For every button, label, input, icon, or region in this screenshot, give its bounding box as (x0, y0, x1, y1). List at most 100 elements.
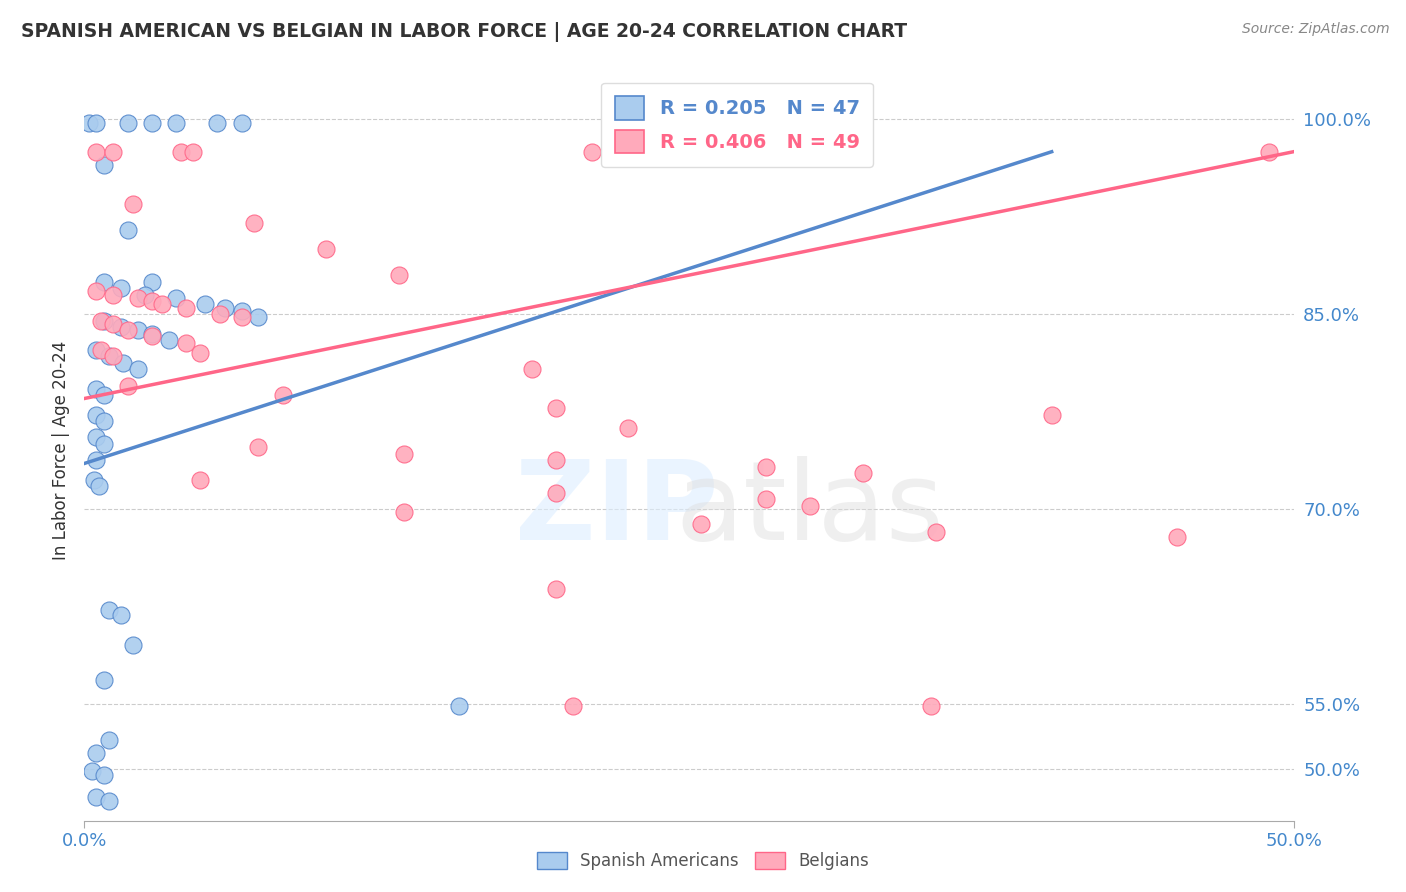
Point (103, 349, 125, 363)
Point (93, 673, 115, 688)
Point (121, 638, 143, 652)
Point (86, 409, 108, 423)
Point (315, 242, 337, 256)
Point (799, 500, 821, 514)
Point (605, 145, 627, 159)
Point (920, 699, 942, 714)
Point (103, 145, 125, 159)
Point (174, 335, 197, 350)
Point (90, 343, 112, 358)
Point (93, 768, 115, 782)
Text: SPANISH AMERICAN VS BELGIAN IN LABOR FORCE | AGE 20-24 CORRELATION CHART: SPANISH AMERICAN VS BELGIAN IN LABOR FOR… (21, 22, 907, 42)
Legend: Spanish Americans, Belgians: Spanish Americans, Belgians (530, 845, 876, 877)
Point (134, 287, 156, 301)
Point (97, 349, 120, 363)
Point (392, 447, 415, 461)
Y-axis label: In Labor Force | Age 20-24: In Labor Force | Age 20-24 (52, 341, 70, 560)
Point (194, 296, 217, 310)
Point (141, 294, 163, 309)
Text: ZIP: ZIP (515, 456, 718, 563)
Point (150, 296, 173, 310)
Point (242, 216, 264, 230)
Point (1166, 531, 1188, 545)
Point (214, 301, 236, 315)
Point (86, 790, 108, 805)
Text: Source: ZipAtlas.com: Source: ZipAtlas.com (1241, 22, 1389, 37)
Point (174, 301, 197, 315)
Point (520, 361, 543, 376)
Point (924, 525, 946, 540)
Point (110, 608, 132, 623)
Point (544, 582, 567, 597)
Point (852, 466, 875, 480)
Point (103, 287, 125, 301)
Point (190, 346, 212, 360)
Point (581, 145, 603, 159)
Point (127, 361, 149, 376)
Point (755, 460, 778, 475)
Point (86, 145, 108, 159)
Point (97, 603, 120, 617)
Point (86, 284, 108, 298)
Point (231, 116, 253, 130)
Point (103, 318, 125, 332)
Point (93, 275, 115, 289)
Point (141, 326, 163, 341)
Point (90, 313, 112, 327)
Point (121, 196, 143, 211)
Text: atlas: atlas (676, 456, 943, 563)
Point (141, 275, 163, 289)
Legend: R = 0.205   N = 47, R = 0.406   N = 49: R = 0.205 N = 47, R = 0.406 N = 49 (602, 83, 873, 167)
Point (181, 145, 204, 159)
Point (157, 333, 180, 347)
Point (388, 268, 411, 282)
Point (190, 473, 212, 487)
Point (112, 356, 135, 370)
Point (231, 304, 253, 318)
Point (247, 310, 270, 324)
Point (93, 414, 115, 428)
Point (80, 764, 103, 779)
Point (141, 329, 163, 343)
Point (127, 292, 149, 306)
Point (170, 145, 193, 159)
Point (1040, 409, 1063, 423)
Point (97, 733, 120, 747)
Point (392, 504, 415, 518)
Point (561, 699, 583, 714)
Point (97, 794, 120, 808)
Point (141, 116, 163, 130)
Point (86, 383, 108, 397)
Point (617, 421, 640, 435)
Point (87, 478, 110, 492)
Point (208, 307, 231, 321)
Point (165, 116, 187, 130)
Point (231, 310, 253, 324)
Point (755, 491, 778, 506)
Point (93, 158, 115, 172)
Point (93, 437, 115, 451)
Point (86, 430, 108, 444)
Point (86, 746, 108, 760)
Point (86, 116, 108, 130)
Point (86, 452, 108, 467)
Point (117, 116, 139, 130)
Point (110, 320, 132, 334)
Point (271, 387, 294, 401)
Point (77, 116, 100, 130)
Point (165, 292, 187, 306)
Point (247, 440, 270, 454)
Point (117, 378, 139, 392)
Point (83, 473, 105, 487)
Point (127, 323, 149, 337)
Point (690, 517, 713, 532)
Point (207, 116, 229, 130)
Point (544, 486, 567, 500)
Point (117, 222, 139, 236)
Point (1258, 145, 1281, 159)
Point (117, 323, 139, 337)
Point (449, 699, 471, 714)
Point (93, 313, 115, 327)
Point (86, 343, 108, 358)
Point (544, 452, 567, 467)
